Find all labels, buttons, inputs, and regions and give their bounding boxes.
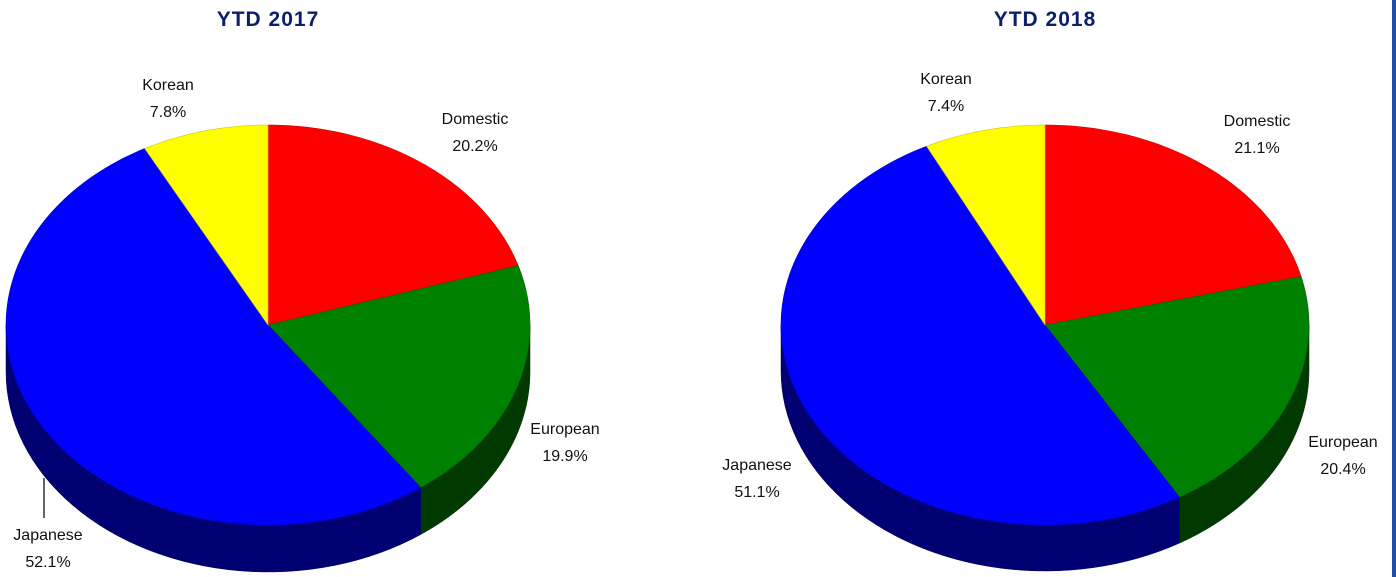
slice-value-label: 52.1% xyxy=(25,554,70,571)
chart-title-2017: YTD 2017 xyxy=(217,8,320,31)
slice-category-label: Japanese xyxy=(722,457,791,474)
pie-slice-domestic xyxy=(267,124,519,326)
pie-chart-2018: YTD 2018 Domestic 21.1% European 20.4% Japan… xyxy=(722,8,1378,572)
slice-value-label: 21.1% xyxy=(1234,140,1279,157)
pie-slice-european xyxy=(1044,276,1310,498)
pie-top-faces xyxy=(5,124,531,526)
pie-chart-2017: YTD 2017 Domestic 20.2% European 19.9% Japan… xyxy=(5,8,600,573)
right-frame-border xyxy=(1392,0,1396,577)
slice-value-label: 7.8% xyxy=(150,104,186,121)
slice-category-label: Domestic xyxy=(442,111,509,128)
slice-category-label: Korean xyxy=(920,71,972,88)
slice-value-label: 20.4% xyxy=(1320,461,1365,478)
chart-title-2018: YTD 2018 xyxy=(994,8,1097,31)
slice-category-label: Korean xyxy=(142,77,194,94)
pie-top-faces xyxy=(780,124,1310,526)
slice-value-label: 7.4% xyxy=(928,98,964,115)
pie-slice-european xyxy=(267,265,531,488)
slice-value-label: 20.2% xyxy=(452,138,497,155)
pie-slice-domestic xyxy=(1044,124,1302,326)
slice-category-label: Domestic xyxy=(1224,113,1291,130)
slice-category-label: European xyxy=(530,421,599,438)
slice-value-label: 51.1% xyxy=(734,484,779,501)
pie-slice-korean xyxy=(144,124,269,326)
slice-category-label: European xyxy=(1308,434,1377,451)
slice-category-label: Japanese xyxy=(13,527,82,544)
pie-slice-japanese xyxy=(5,148,422,526)
slice-value-label: 19.9% xyxy=(542,448,587,465)
pie-slice-japanese xyxy=(780,145,1180,526)
pie-slice-korean xyxy=(926,124,1046,326)
